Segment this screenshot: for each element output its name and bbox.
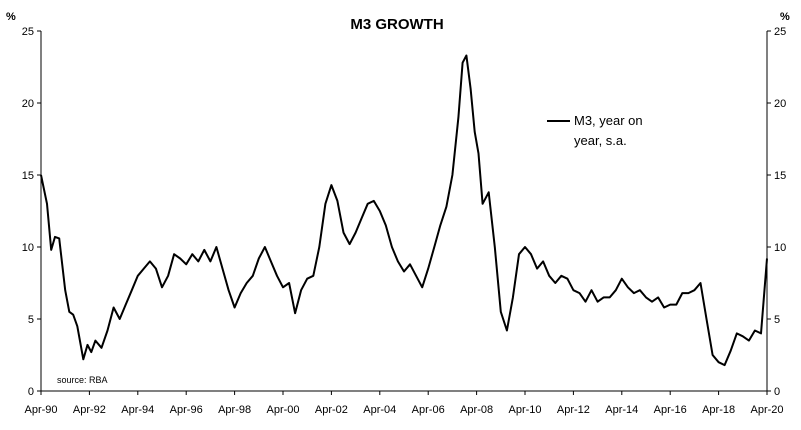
y-tick-label-left: 10 [22,242,34,254]
x-tick-label: Apr-06 [412,404,445,416]
x-tick-label: Apr-12 [557,404,590,416]
x-tick-label: Apr-90 [24,404,57,416]
x-tick-label: Apr-92 [73,404,106,416]
x-tick-label: Apr-20 [750,404,783,416]
y-tick-label-right: 15 [774,170,786,182]
y-tick-label-right: 25 [774,26,786,38]
left-axis-unit: % [6,11,16,23]
x-tick-label: Apr-16 [654,404,687,416]
y-tick-label-right: 20 [774,98,786,110]
x-tick-label: Apr-98 [218,404,251,416]
series-line-m3 [40,54,768,367]
x-tick-label: Apr-02 [315,404,348,416]
legend-label-line: M3, year on [574,113,643,128]
y-tick-label-right: 10 [774,242,786,254]
chart-title: M3 GROWTH [350,16,443,33]
y-tick-label-left: 15 [22,170,34,182]
x-tick-label: Apr-18 [702,404,735,416]
right-y-axis-ticks: 0 5 10 15 20 25 [767,26,786,398]
x-tick-label: Apr-00 [266,404,299,416]
legend: M3, year on year, s.a. [547,113,643,148]
x-tick-label: Apr-14 [605,404,638,416]
y-tick-label-right: 0 [774,386,780,398]
y-tick-label-left: 0 [28,386,34,398]
y-tick-label-left: 20 [22,98,34,110]
legend-label: M3, year on year, s.a. [574,113,643,148]
x-tick-label: Apr-04 [363,404,396,416]
x-tick-label: Apr-08 [460,404,493,416]
x-tick-label: Apr-94 [121,404,154,416]
y-tick-label-right: 5 [774,314,780,326]
y-tick-label-left: 5 [28,314,34,326]
x-axis-ticks: Apr-90 Apr-92 Apr-94 Apr-96 Apr-98 Apr-00 Apr-… [24,391,784,416]
source-note: source: RBA [57,375,108,385]
legend-label-line: year, s.a. [574,133,627,148]
left-y-axis-ticks: 0 5 10 15 20 25 [22,26,41,398]
x-tick-label: Apr-96 [170,404,203,416]
right-axis-unit: % [780,11,790,23]
x-tick-label: Apr-10 [508,404,541,416]
y-tick-label-left: 25 [22,26,34,38]
